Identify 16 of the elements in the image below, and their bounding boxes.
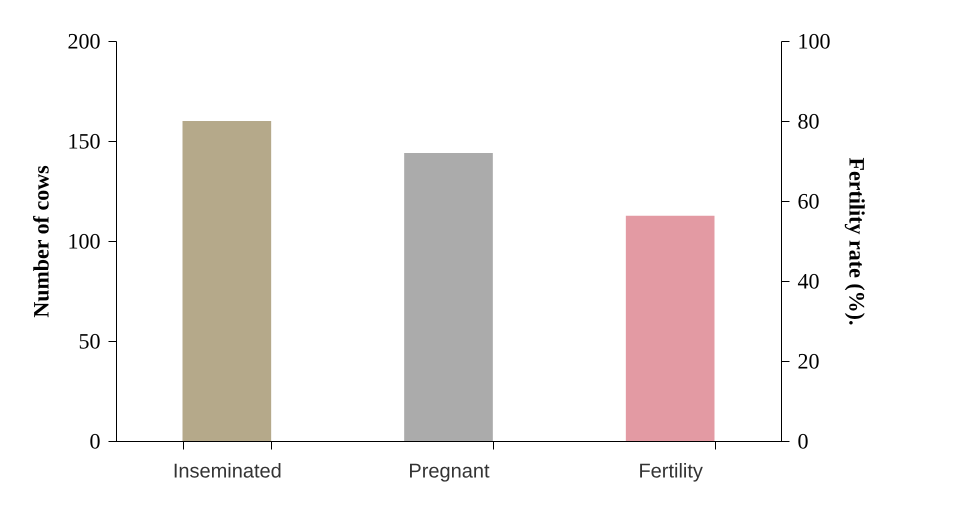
y-tick-label: 50 — [78, 328, 100, 354]
y2-tick-label: 20 — [798, 348, 820, 374]
x-tick-label: Inseminated — [172, 460, 282, 482]
y-tick-label: 150 — [68, 128, 100, 154]
y-axis-title: Number of cows — [28, 164, 54, 318]
y2-axis-title: Fertility rate (%). — [844, 158, 870, 326]
x-tick-label: Fertility — [638, 460, 703, 482]
y-tick-label: 100 — [68, 228, 100, 254]
x-tick-label: Pregnant — [408, 460, 490, 482]
y-tick-label: 200 — [68, 28, 100, 54]
y2-tick-label: 40 — [798, 268, 820, 294]
y2-tick-label: 60 — [798, 188, 820, 214]
y2-tick-label: 0 — [798, 428, 808, 454]
y2-tick-label: 100 — [798, 28, 830, 54]
y-tick-label: 0 — [90, 428, 100, 454]
y2-tick-label: 80 — [798, 108, 820, 134]
